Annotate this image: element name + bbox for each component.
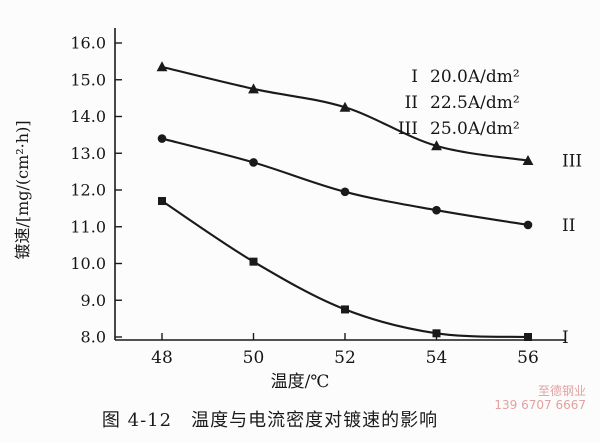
y-tick-label: 10.0 xyxy=(70,254,106,273)
legend: I 20.0A/dm² II 22.5A/dm² III 25.0A/dm² xyxy=(398,67,520,139)
marker-triangle xyxy=(248,83,259,94)
y-tick-label: 12.0 xyxy=(70,181,106,200)
watermark-line1: 至德钢业 xyxy=(537,384,586,398)
marker-circle xyxy=(432,205,441,215)
marker-triangle xyxy=(339,101,351,112)
watermark-line2: 139 6707 6667 xyxy=(494,398,586,412)
y-tick-label: 9.0 xyxy=(81,291,106,310)
series-line-II xyxy=(161,137,529,226)
y-tick-label: 14.0 xyxy=(70,107,106,126)
y-tick-label: 16.0 xyxy=(70,34,106,53)
x-tick-label: 48 xyxy=(151,348,173,368)
marker-triangle xyxy=(522,155,534,165)
marker-circle xyxy=(523,220,533,230)
legend-entry-III: III 25.0A/dm² xyxy=(398,119,520,139)
series-end-label-II: II xyxy=(562,216,575,236)
marker-circle xyxy=(340,187,350,197)
marker-square xyxy=(158,197,166,206)
y-tick-label: 13.0 xyxy=(70,144,106,163)
watermark: 至德钢业 139 6707 6667 xyxy=(494,384,586,412)
figure-caption: 图 4-12 温度与电流密度对镀速的影响 xyxy=(101,410,439,431)
series-end-label-III: III xyxy=(562,152,582,172)
marker-circle xyxy=(157,134,167,143)
series-end-label-I: I xyxy=(562,328,569,348)
marker-square xyxy=(341,305,349,314)
legend-label: 20.0A/dm² xyxy=(430,67,520,87)
x-tick-label: 52 xyxy=(334,348,356,368)
legend-entry-II: II 22.5A/dm² xyxy=(405,93,520,113)
marker-square xyxy=(432,329,441,338)
series-III: III xyxy=(156,61,582,172)
y-tick-label: 11.0 xyxy=(70,217,106,236)
x-tick-label: 54 xyxy=(426,348,448,368)
y-tick-label: 8.0 xyxy=(81,328,106,347)
y-tick-label: 15.0 xyxy=(70,70,106,89)
legend-entry-I: I 20.0A/dm² xyxy=(411,67,519,87)
legend-key: II xyxy=(405,93,418,113)
x-tick-label: 56 xyxy=(517,348,539,368)
x-tick-label: 50 xyxy=(243,348,265,368)
marker-triangle xyxy=(431,140,442,151)
legend-label: 25.0A/dm² xyxy=(430,119,520,139)
legend-label: 22.5A/dm² xyxy=(430,93,520,113)
series-I: I xyxy=(158,197,569,348)
legend-key: I xyxy=(411,67,418,87)
series-II: II xyxy=(157,134,575,236)
line-chart: 16.0 15.0 14.0 13.0 12.0 11.0 10.0 9.0 8.0 48 50 52… xyxy=(13,28,582,392)
y-axis-label: 镀速/[mg/(cm²·h)] xyxy=(13,120,32,259)
marker-square xyxy=(249,257,258,266)
marker-triangle xyxy=(156,61,168,72)
series-line-I xyxy=(161,200,529,339)
x-axis-label: 温度/℃ xyxy=(271,372,330,392)
marker-square xyxy=(524,333,532,341)
marker-circle xyxy=(249,158,258,167)
legend-key: III xyxy=(398,119,418,139)
